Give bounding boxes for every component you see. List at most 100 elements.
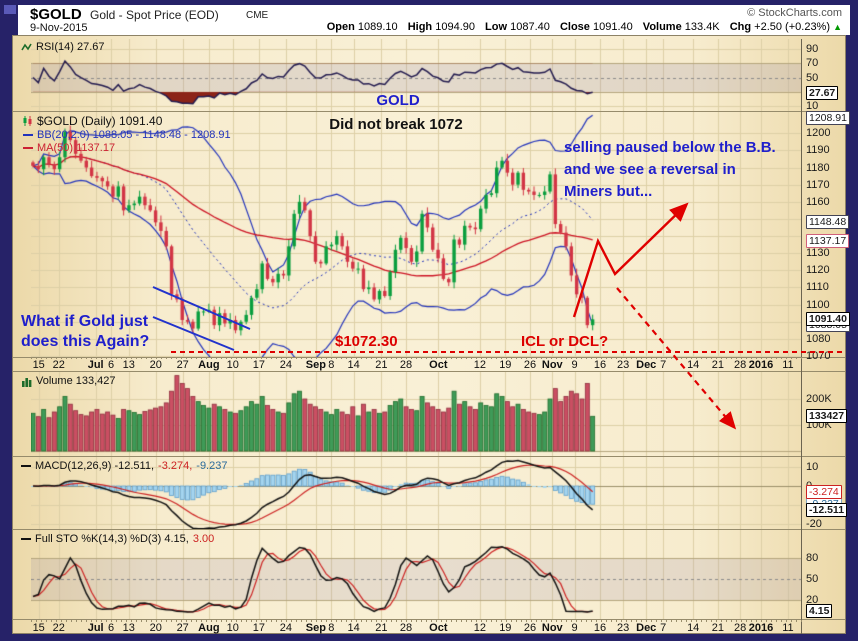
annotation-price-level: $1072.30 — [335, 333, 398, 350]
y-tick: 1110 — [806, 281, 829, 294]
x-tick-label: 14 — [687, 622, 700, 634]
x-tick-label: 12 — [473, 359, 487, 371]
ma-line-swatch — [23, 147, 33, 149]
y-tick: 1180 — [806, 161, 830, 174]
sto-callout: 4.15 — [806, 604, 833, 619]
chart-header: $GOLD Gold - Spot Price (EOD) CME 9-Nov-… — [18, 5, 850, 35]
x-tick-label: Oct — [429, 622, 448, 634]
x-tick-label: 8 — [328, 622, 335, 634]
y-tick: 1080 — [806, 332, 831, 345]
low-value: 1087.40 — [510, 21, 550, 33]
close-label: Close — [559, 21, 590, 33]
y-tick: 1170 — [806, 178, 830, 191]
x-tick-label: 28 — [399, 359, 413, 371]
price-legend: $GOLD (Daily) 1091.40 — [21, 114, 162, 128]
macd-panel-canvas — [31, 456, 801, 529]
x-tick-label: Aug — [198, 622, 220, 634]
x-tick-label: 17 — [252, 622, 266, 634]
y-tick: 70 — [806, 57, 819, 70]
x-tick-label: 21 — [375, 622, 388, 634]
x-tick-label: 10 — [226, 359, 239, 371]
copyright: © StockCharts.com — [747, 7, 842, 19]
rsi-panel-canvas — [31, 39, 801, 111]
x-tick-label: Jul — [87, 359, 104, 371]
x-tick-label: 14 — [347, 622, 360, 634]
y-tick: 10 — [806, 100, 819, 112]
annotation-gold-title: GOLD — [376, 92, 420, 109]
rsi-legend: RSI(14) 27.67 — [21, 41, 104, 53]
x-tick-label: 12 — [473, 622, 487, 634]
x-tick-label: 20 — [149, 359, 162, 371]
low-label: Low — [485, 21, 508, 33]
x-tick-label: 16 — [593, 622, 607, 634]
x-tick-label: 10 — [226, 622, 239, 634]
price-callout: 1137.17 — [806, 233, 850, 248]
x-tick-label: 28 — [399, 622, 413, 634]
x-tick-label: Jul — [87, 622, 104, 634]
panel-divider — [13, 111, 845, 112]
x-tick-label: Sep — [305, 359, 326, 371]
x-tick-label: Nov — [541, 359, 563, 371]
macd-legend-signal: -3.274, — [158, 460, 193, 472]
volume-legend: Volume 133,427 — [21, 375, 116, 387]
panel-divider — [13, 529, 845, 530]
x-tick-label: 2016 — [748, 622, 774, 634]
chg-label: Chg — [729, 21, 752, 33]
x-tick-label: 13 — [122, 622, 135, 634]
x-tick-label: 28 — [734, 359, 747, 371]
panel-divider — [13, 456, 845, 457]
bottom-x-axis: 15 22 Jul 6 13 20 27 Aug 10 17 24 Sep 8 14 21 28 Oct 12 19… — [13, 620, 847, 635]
up-arrow-icon: ▲ — [833, 22, 842, 32]
bb-legend: BB(20,2.0) 1088.05 - 1148.48 - 1208.91 — [23, 129, 231, 141]
macd-legend-hist: -9.237 — [196, 460, 228, 472]
volume-value: 133.4K — [684, 21, 720, 33]
x-tick-label: 16 — [593, 359, 607, 371]
x-tick-label: 14 — [687, 359, 700, 371]
x-tick-label: 7 — [660, 622, 667, 634]
high-value: 1094.90 — [435, 21, 475, 33]
y-tick: 20 — [806, 594, 819, 606]
x-tick-label: 9 — [571, 622, 578, 634]
x-tick-label: 21 — [711, 622, 724, 634]
macd-legend-main: MACD(12,26,9) -12.511, — [35, 460, 155, 472]
x-tick-label: 8 — [328, 359, 335, 371]
y-tick: 1190 — [806, 144, 830, 157]
x-tick-label: 21 — [375, 359, 388, 371]
y-axis-line — [801, 39, 802, 634]
x-tick-label: 23 — [617, 622, 630, 634]
x-tick-label: 14 — [347, 359, 360, 371]
x-tick-label: 11 — [782, 359, 794, 371]
x-tick-label: Dec — [636, 622, 657, 634]
y-tick: 1100 — [806, 298, 830, 311]
x-tick-label: 15 — [32, 622, 45, 634]
x-tick-label: 24 — [279, 359, 292, 371]
x-tick-label: 26 — [523, 622, 537, 634]
price-callout: 1148.48 — [806, 214, 850, 229]
volume-panel-canvas — [31, 371, 801, 456]
rsi-callout: 27.67 — [806, 86, 839, 101]
x-tick-label: 13 — [122, 359, 135, 371]
volume-callout: 133427 — [806, 409, 848, 424]
x-tick-label: 27 — [176, 359, 189, 371]
x-tick-label: Dec — [636, 359, 657, 371]
x-tick-label: 20 — [149, 622, 162, 634]
x-tick-label: 19 — [499, 359, 512, 371]
rsi-legend-text: RSI(14) 27.67 — [36, 41, 105, 53]
symbol-name: Gold - Spot Price (EOD) — [90, 8, 219, 22]
bb-legend-text: BB(20,2.0) 1088.05 - 1148.48 - 1208.91 — [37, 129, 231, 141]
y-tick: 90 — [806, 43, 819, 55]
open-value: 1089.10 — [357, 21, 398, 33]
annotation-icl-dcl: ICL or DCL? — [521, 333, 609, 350]
x-tick-label: 22 — [52, 359, 65, 371]
macd-legend: MACD(12,26,9) -12.511, -3.274, -9.237 — [21, 460, 227, 472]
sto-legend-d: 3.00 — [192, 533, 215, 545]
x-tick-label: 27 — [176, 622, 189, 634]
x-tick-label: 23 — [617, 359, 630, 371]
y-tick: 10 — [806, 461, 819, 473]
chart-date: 9-Nov-2015 — [30, 22, 88, 34]
x-tick-label: 6 — [108, 622, 115, 634]
volume-legend-text: Volume 133,427 — [36, 375, 116, 387]
high-label: High — [407, 21, 433, 33]
volume-label: Volume — [642, 21, 682, 33]
